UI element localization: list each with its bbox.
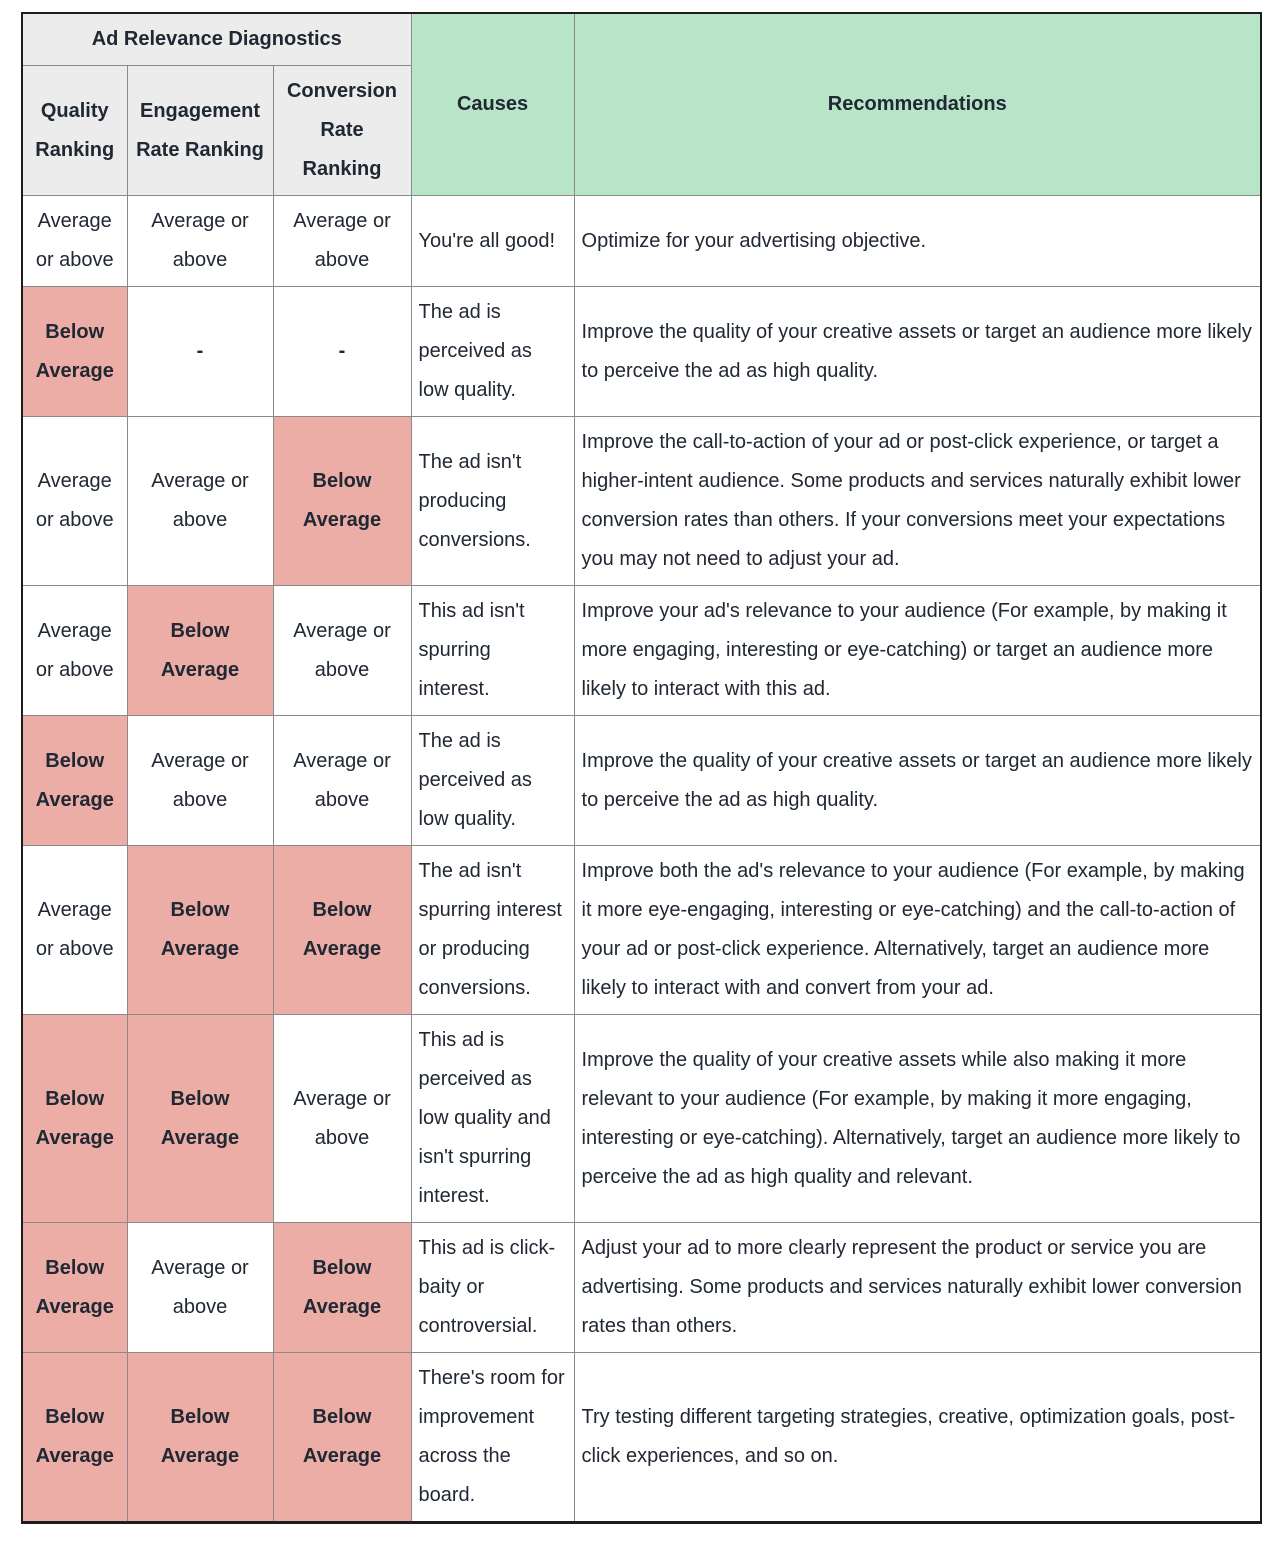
- engagement-rate-ranking-cell: -: [126, 286, 274, 417]
- quality-ranking-cell: Below Average: [21, 1014, 128, 1223]
- engagement-rate-ranking-cell: Average or above: [126, 1222, 274, 1353]
- quality-ranking-cell: Average or above: [21, 585, 128, 716]
- table-row: Average or above Below Average Average or …: [21, 585, 1262, 716]
- conversion-rate-ranking-cell: Average or above: [272, 195, 412, 287]
- cause-cell: There's room for improvement across the …: [410, 1352, 575, 1523]
- conversion-rate-ranking-cell: Below Average: [272, 845, 412, 1015]
- quality-ranking-cell: Below Average: [21, 715, 128, 846]
- table-row: Average or above Average or above Average …: [21, 195, 1262, 287]
- table-row: Average or above Below Average Below Avera…: [21, 845, 1262, 1015]
- table-row: Below Average Average or above Below Avera…: [21, 1222, 1262, 1353]
- conversion-rate-ranking-cell: Average or above: [272, 715, 412, 846]
- quality-ranking-header: Quality Ranking: [21, 65, 128, 196]
- cause-cell: The ad isn't spurring interest or produc…: [410, 845, 575, 1015]
- engagement-rate-ranking-cell: Average or above: [126, 195, 274, 287]
- quality-ranking-cell: Below Average: [21, 1352, 128, 1523]
- conversion-rate-ranking-header: Conversion Rate Ranking: [272, 65, 412, 196]
- ad-relevance-diagnostics-table: Ad Relevance Diagnostics Causes Recommen…: [21, 12, 1262, 1524]
- cause-cell: This ad is click-baity or controversial.: [410, 1222, 575, 1353]
- table-row: Average or above Average or above Below Av…: [21, 416, 1262, 586]
- header-row-group: Ad Relevance Diagnostics Causes Recommen…: [21, 12, 1262, 196]
- cause-cell: The ad is perceived as low quality.: [410, 286, 575, 417]
- recommendation-cell: Try testing different targeting strategi…: [573, 1352, 1262, 1523]
- causes-column-header: Causes: [410, 12, 575, 196]
- recommendation-cell: Improve your ad's relevance to your audi…: [573, 585, 1262, 716]
- engagement-rate-ranking-cell: Average or above: [126, 715, 274, 846]
- diagnostics-group-header: Ad Relevance Diagnostics: [21, 12, 412, 66]
- page: Ad Relevance Diagnostics Causes Recommen…: [0, 12, 1282, 1552]
- recommendation-cell: Improve both the ad's relevance to your …: [573, 845, 1262, 1015]
- cause-cell: This ad isn't spurring interest.: [410, 585, 575, 716]
- recommendations-column-header: Recommendations: [573, 12, 1262, 196]
- table-header: Ad Relevance Diagnostics Causes Recommen…: [21, 12, 1262, 196]
- conversion-rate-ranking-cell: Average or above: [272, 585, 412, 716]
- header-row-rankings: Quality Ranking Engagement Rate Ranking …: [21, 65, 1261, 196]
- engagement-rate-ranking-cell: Below Average: [126, 845, 274, 1015]
- cause-cell: The ad isn't producing conversions.: [410, 416, 575, 586]
- recommendation-cell: Improve the quality of your creative ass…: [573, 1014, 1262, 1223]
- table-row: Below Average Average or above Average or …: [21, 715, 1262, 846]
- table-row: Below Average Below Average Below Average T…: [21, 1352, 1262, 1523]
- quality-ranking-cell: Below Average: [21, 1222, 128, 1353]
- conversion-rate-ranking-cell: Below Average: [272, 1352, 412, 1523]
- recommendation-cell: Improve the call-to-action of your ad or…: [573, 416, 1262, 586]
- engagement-rate-ranking-cell: Average or above: [126, 416, 274, 586]
- conversion-rate-ranking-cell: -: [272, 286, 412, 417]
- cause-cell: The ad is perceived as low quality.: [410, 715, 575, 846]
- cause-cell: You're all good!: [410, 195, 575, 287]
- conversion-rate-ranking-cell: Average or above: [272, 1014, 412, 1223]
- quality-ranking-cell: Average or above: [21, 845, 128, 1015]
- engagement-rate-ranking-cell: Below Average: [126, 585, 274, 716]
- engagement-rate-ranking-header: Engagement Rate Ranking: [126, 65, 274, 196]
- table-body: Average or above Average or above Average …: [21, 195, 1262, 1523]
- table-row: Below Average Below Average Average or abo…: [21, 1014, 1262, 1223]
- table-row: Below Average - - The ad is perceived as lo…: [21, 286, 1262, 417]
- recommendation-cell: Optimize for your advertising objective.: [573, 195, 1262, 287]
- cause-cell: This ad is perceived as low quality and …: [410, 1014, 575, 1223]
- recommendation-cell: Improve the quality of your creative ass…: [573, 286, 1262, 417]
- quality-ranking-cell: Average or above: [21, 416, 128, 586]
- conversion-rate-ranking-cell: Below Average: [272, 416, 412, 586]
- recommendation-cell: Improve the quality of your creative ass…: [573, 715, 1262, 846]
- recommendation-cell: Adjust your ad to more clearly represent…: [573, 1222, 1262, 1353]
- quality-ranking-cell: Below Average: [21, 286, 128, 417]
- conversion-rate-ranking-cell: Below Average: [272, 1222, 412, 1353]
- quality-ranking-cell: Average or above: [21, 195, 128, 287]
- engagement-rate-ranking-cell: Below Average: [126, 1014, 274, 1223]
- engagement-rate-ranking-cell: Below Average: [126, 1352, 274, 1523]
